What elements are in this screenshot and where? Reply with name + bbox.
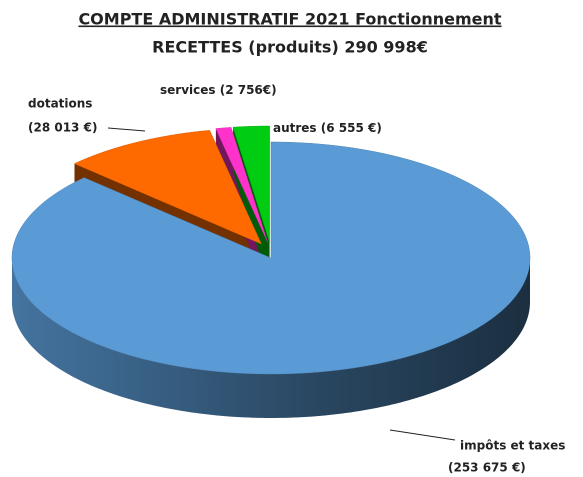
value-label: (6 555 €) xyxy=(321,121,382,135)
slice-label: autres (6 555 €) xyxy=(273,121,382,135)
slice xyxy=(232,125,270,243)
slice-label: impôts et taxes xyxy=(460,439,565,453)
slice xyxy=(11,141,531,375)
slice-label: services xyxy=(160,83,216,97)
leader-line xyxy=(107,127,146,132)
value-label: (253 675 €) xyxy=(448,461,526,475)
slice xyxy=(215,127,268,243)
value-label: (2 756€) xyxy=(220,83,277,97)
value-label: (28 013 €) xyxy=(28,121,97,135)
slice-label: services (2 756€) xyxy=(160,83,277,97)
pie xyxy=(11,125,531,418)
leader-line xyxy=(389,429,456,441)
slice-label: dotations xyxy=(28,97,92,111)
chart-subtitle: RECETTES (produits) 290 998€ xyxy=(152,38,428,57)
slice-side xyxy=(12,258,530,418)
slice xyxy=(73,130,262,245)
chart-title: COMPTE ADMINISTRATIF 2021 Fonctionnement xyxy=(78,10,501,29)
slice-label: autres xyxy=(273,121,317,135)
